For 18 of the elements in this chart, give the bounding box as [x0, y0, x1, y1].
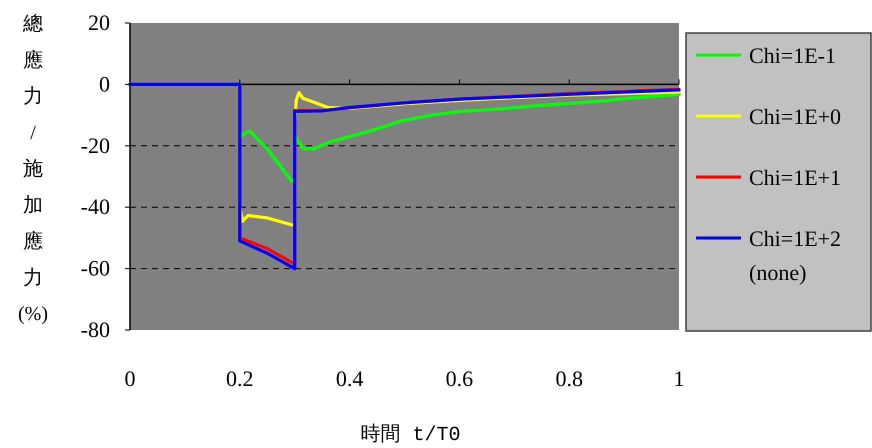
x-axis-title: 時間 t/T0	[360, 423, 461, 447]
x-tick-label: 0.8	[555, 366, 583, 391]
x-tick-label: 0.6	[446, 366, 474, 391]
legend-label: Chi=1E+0	[749, 104, 842, 129]
x-tick-label: 0.4	[336, 366, 364, 391]
x-tick-label: 1	[674, 366, 684, 391]
x-tick-label: 0	[124, 366, 136, 391]
x-tick-label: 0.2	[226, 366, 254, 391]
legend-label: Chi=1E+1	[749, 165, 842, 190]
y-tick-label: 0	[99, 71, 110, 96]
legend-label: Chi=1E+2 (none)	[749, 226, 842, 285]
y-tick-label: -20	[80, 132, 110, 158]
text: 總應力/施加應力(%)	[18, 13, 48, 325]
legend-label: Chi=1E-1	[749, 43, 836, 68]
y-tick-label: 20	[88, 10, 110, 35]
y-tick-label: -40	[80, 194, 110, 220]
y-tick-label: -80	[80, 317, 110, 342]
y-tick-label: -60	[80, 256, 110, 281]
